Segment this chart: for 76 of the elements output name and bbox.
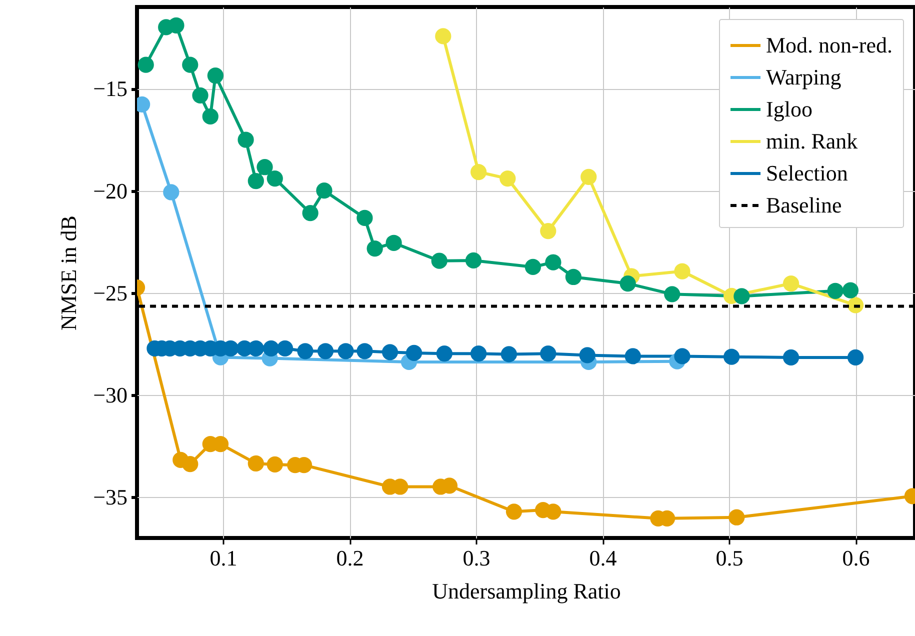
y-tick-label: −20	[93, 178, 128, 204]
point	[207, 68, 224, 84]
point	[500, 346, 517, 362]
point	[470, 164, 487, 180]
y-tick-label: −15	[93, 76, 128, 102]
point	[435, 28, 452, 44]
legend-label: Igloo	[766, 96, 812, 122]
point	[382, 344, 398, 360]
point	[664, 286, 680, 302]
point	[545, 504, 562, 520]
legend-label: Mod. non-red.	[766, 32, 892, 58]
legend-label: Baseline	[766, 192, 842, 218]
point	[276, 340, 294, 357]
legend-label: Warping	[766, 64, 842, 90]
point	[724, 348, 740, 365]
x-axis-title: Undersampling Ratio	[432, 578, 621, 604]
point	[192, 87, 208, 104]
point	[540, 222, 556, 240]
point	[624, 348, 641, 364]
point	[266, 170, 283, 187]
point	[847, 349, 864, 366]
point	[728, 509, 745, 526]
point	[782, 349, 800, 366]
point	[465, 252, 482, 268]
legend-label: Selection	[766, 160, 848, 186]
point	[406, 344, 422, 362]
point	[266, 456, 283, 473]
point	[297, 343, 314, 360]
x-tick-label: 0.6	[842, 546, 870, 570]
point	[842, 282, 859, 298]
point	[674, 263, 690, 280]
point	[316, 182, 332, 199]
x-tick-label: 0.2	[336, 546, 364, 570]
point	[827, 282, 844, 299]
point	[620, 275, 636, 292]
point	[545, 254, 562, 270]
x-tick-label: 0.1	[210, 546, 238, 570]
point	[506, 504, 522, 520]
point	[248, 172, 264, 190]
x-tick-label: 0.5	[716, 546, 744, 570]
point	[580, 168, 597, 185]
point	[138, 56, 154, 73]
point	[202, 108, 218, 125]
point	[524, 258, 542, 276]
point	[782, 275, 800, 292]
point	[734, 288, 750, 304]
legend-label: min. Rank	[766, 128, 858, 154]
point	[182, 456, 198, 472]
y-tick-label: −35	[93, 484, 128, 510]
point	[338, 343, 354, 360]
point	[163, 184, 180, 200]
y-tick-label: −30	[93, 382, 128, 408]
point	[579, 347, 596, 364]
point	[248, 455, 264, 472]
point	[356, 343, 373, 360]
point	[182, 56, 198, 73]
point	[317, 343, 334, 360]
x-tick-label: 0.4	[589, 546, 617, 570]
point	[470, 346, 487, 362]
point	[356, 210, 373, 226]
point	[565, 268, 582, 286]
point	[238, 132, 254, 148]
point	[366, 240, 383, 257]
y-axis-title: NMSE in dB	[56, 216, 82, 330]
point	[540, 346, 556, 362]
point	[263, 340, 280, 357]
point	[302, 205, 318, 222]
point	[436, 346, 452, 362]
point	[500, 170, 516, 187]
point	[168, 17, 184, 34]
point	[386, 234, 402, 251]
y-tick-label: −25	[93, 280, 128, 306]
point	[674, 348, 690, 364]
x-tick-label: 0.3	[462, 546, 490, 570]
point	[256, 159, 273, 176]
point	[431, 252, 448, 269]
